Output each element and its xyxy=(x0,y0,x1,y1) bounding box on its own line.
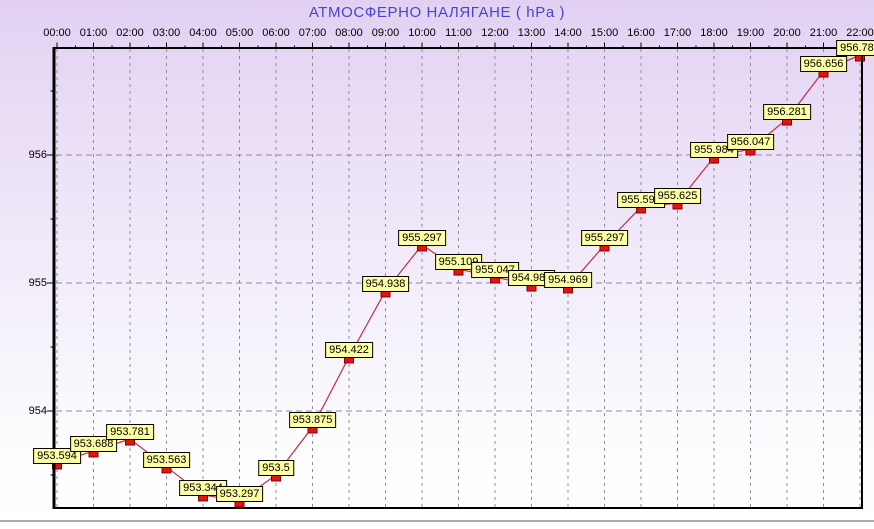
point-value-label: 956.281 xyxy=(763,104,811,121)
x-axis-tick-label: 04:00 xyxy=(189,27,217,39)
y-axis-tick-label: 954 xyxy=(28,405,47,417)
point-value-label: 956.781 xyxy=(836,40,874,57)
point-value-label: 953.781 xyxy=(106,424,154,441)
point-value-label: 954.969 xyxy=(544,271,592,288)
point-value-label: 955.984 xyxy=(690,142,738,159)
point-value-label: 955.297 xyxy=(398,229,446,246)
point-value-label: 954.422 xyxy=(325,341,373,358)
point-value-label: 955.047 xyxy=(471,261,519,278)
y-axis-tick-label: 955 xyxy=(28,277,47,289)
y-axis-tick-label: 956 xyxy=(28,149,47,161)
bottom-divider xyxy=(0,520,874,522)
point-value-label: 953.594 xyxy=(33,447,81,464)
gridlines-group xyxy=(56,49,862,507)
point-value-label: 953.563 xyxy=(142,451,191,468)
point-value-label: 956.047 xyxy=(726,133,775,150)
x-axis-tick-label: 21:00 xyxy=(809,27,838,39)
x-axis-tick-label: 11:00 xyxy=(445,27,472,39)
x-axis-tick-label: 03:00 xyxy=(152,27,181,39)
x-axis-tick-label: 10:00 xyxy=(408,27,436,39)
point-value-label: 954.984 xyxy=(507,270,556,287)
axes-group xyxy=(47,42,863,509)
x-axis-tick-label: 01:00 xyxy=(79,27,108,39)
point-value-label: 953.344 xyxy=(179,479,227,496)
x-axis-tick-label: 14:00 xyxy=(554,27,582,39)
x-axis-tick-label: 16:00 xyxy=(627,27,655,39)
x-axis-tick-label: 12:00 xyxy=(481,27,509,39)
x-axis-tick-label: 19:00 xyxy=(736,27,765,39)
point-value-label: 954.938 xyxy=(361,275,410,292)
x-axis-tick-label: 05:00 xyxy=(225,27,254,39)
point-value-label: 953.688 xyxy=(69,435,118,452)
point-value-label: 955.297 xyxy=(580,229,629,246)
x-axis-tick-label: 13:00 xyxy=(517,27,546,39)
x-axis-tick-label: 09:00 xyxy=(371,27,400,39)
chart-title: АТМОСФЕРНО НАЛЯГАНЕ ( hPa ) xyxy=(308,4,566,21)
x-axis-tick-label: 22:00 xyxy=(846,27,874,39)
x-axis-tick-label: 02:00 xyxy=(116,27,144,39)
point-value-label: 955.625 xyxy=(653,188,702,204)
x-axis-tick-label: 06:00 xyxy=(262,27,290,39)
point-value-label: 953.5 xyxy=(258,460,294,476)
x-axis-tick-label: 18:00 xyxy=(700,27,728,39)
point-value-label: 953.875 xyxy=(288,412,337,428)
x-axis-tick-label: 17:00 xyxy=(663,27,692,39)
x-axis-tick-label: 00:00 xyxy=(43,27,71,39)
x-axis-tick-label: 08:00 xyxy=(335,27,363,39)
point-value-label: 955.109 xyxy=(434,254,483,271)
point-value-label: 955.594 xyxy=(617,191,665,208)
x-axis-tick-label: 20:00 xyxy=(773,27,801,39)
x-axis-tick-label: 15:00 xyxy=(590,27,619,39)
x-axis-tick-label: 07:00 xyxy=(298,27,327,39)
point-value-label: 956.656 xyxy=(799,56,848,73)
point-value-label: 953.297 xyxy=(215,485,264,502)
